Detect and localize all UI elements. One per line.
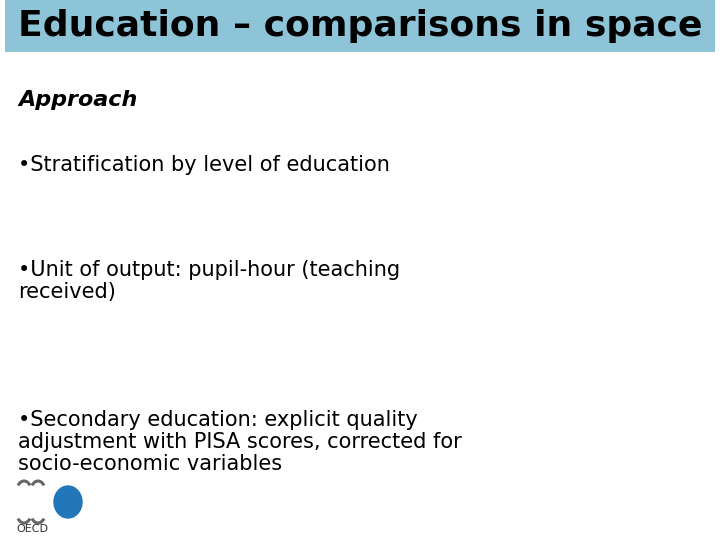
Text: •Stratification by level of education: •Stratification by level of education [18, 155, 390, 175]
Ellipse shape [54, 486, 82, 518]
Text: •Unit of output: pupil-hour (teaching: •Unit of output: pupil-hour (teaching [18, 260, 400, 280]
FancyBboxPatch shape [5, 0, 715, 52]
Text: adjustment with PISA scores, corrected for: adjustment with PISA scores, corrected f… [18, 432, 462, 452]
Text: received): received) [18, 282, 116, 302]
Text: Education – comparisons in space: Education – comparisons in space [18, 9, 703, 43]
Text: •Secondary education: explicit quality: •Secondary education: explicit quality [18, 410, 418, 430]
Text: Approach: Approach [18, 90, 138, 110]
Text: socio-economic variables: socio-economic variables [18, 454, 282, 474]
Text: OECD: OECD [16, 524, 48, 534]
Text: :: : [100, 90, 107, 110]
